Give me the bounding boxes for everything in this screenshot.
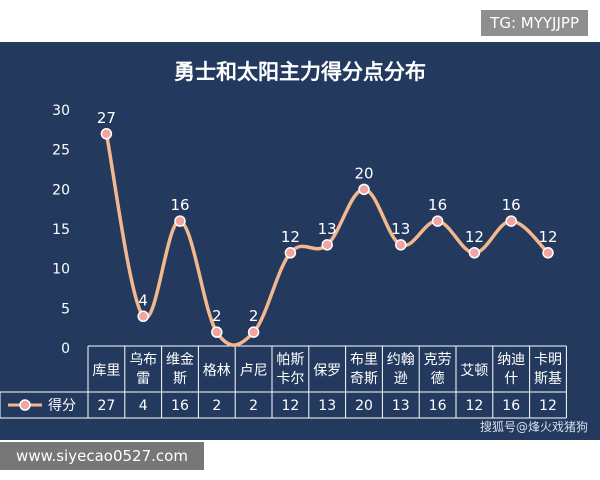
table-value: 12 [281, 398, 299, 414]
table-value: 12 [465, 398, 483, 414]
category-label: 约翰 [387, 352, 415, 368]
table-value: 4 [139, 398, 148, 414]
table-value: 16 [502, 398, 520, 414]
category-label: 库里 [92, 363, 120, 379]
category-label: 卢尼 [240, 363, 268, 379]
data-point [395, 239, 407, 251]
series-line [104, 132, 550, 347]
data-point [247, 326, 260, 338]
data-label: 16 [170, 196, 189, 214]
table-value: 2 [249, 398, 258, 414]
data-point [358, 183, 370, 196]
data-point [211, 326, 223, 338]
category-label: 逊 [394, 371, 408, 387]
category-label: 布里 [350, 352, 378, 368]
data-label: 12 [281, 228, 300, 246]
table-value: 12 [539, 398, 557, 414]
data-label: 27 [97, 109, 116, 127]
data-point [542, 247, 554, 259]
data-label: 4 [138, 291, 148, 309]
table-value: 27 [97, 398, 115, 414]
category-label: 帕斯 [276, 352, 304, 368]
data-label: 2 [249, 307, 259, 325]
data-point [174, 215, 186, 227]
category-label: 斯基 [534, 370, 562, 387]
data-point [321, 239, 333, 251]
category-label: 奇斯 [350, 370, 378, 387]
data-point [431, 215, 444, 227]
category-label: 格林 [203, 363, 231, 379]
legend-marker-icon [19, 399, 31, 411]
category-label: 卡尔 [276, 371, 304, 387]
category-label: 艾顿 [460, 363, 488, 379]
data-point [100, 128, 113, 140]
category-label: 斯 [173, 371, 187, 387]
table-value: 13 [318, 398, 336, 414]
category-label: 维金 [166, 352, 194, 368]
chart-title: 勇士和太阳主力得分点分布 [174, 60, 426, 84]
credit-watermark: 搜狐号@烽火戏猪狗 [479, 420, 588, 434]
data-label: 12 [465, 228, 484, 246]
table-value: 16 [429, 398, 447, 414]
tg-watermark: TG: MYYJJPP [481, 10, 588, 36]
data-point [137, 310, 149, 323]
category-label: 雷 [136, 371, 150, 387]
data-label: 13 [318, 220, 337, 238]
data-label: 13 [391, 220, 410, 238]
chart-panel: 勇士和太阳主力得分点分布 0 5 10 15 20 25 30 库里 乌布雷维金斯格林 卢尼 帕斯卡尔… [0, 42, 600, 440]
legend-series-name: 得分 [48, 397, 76, 414]
category-label: 克劳 [424, 352, 452, 368]
data-label: 12 [538, 228, 557, 246]
category-label: 乌布 [129, 352, 157, 368]
category-label: 什 [504, 371, 518, 387]
y-tick-label: 15 [52, 222, 70, 238]
table-value: 13 [392, 398, 410, 414]
category-label: 德 [431, 371, 445, 387]
y-tick-label: 10 [52, 262, 70, 278]
y-tick-label: 20 [52, 182, 70, 198]
data-label: 2 [212, 307, 222, 325]
table-value: 2 [212, 398, 221, 414]
category-label: 纳迪 [497, 352, 525, 368]
y-tick-label: 5 [61, 301, 70, 317]
data-label: 16 [502, 196, 521, 214]
site-watermark: www.siyecao0527.com [0, 442, 204, 470]
category-label: 保罗 [313, 363, 341, 379]
data-point [468, 247, 481, 259]
table-value: 16 [171, 398, 189, 414]
data-point [505, 215, 517, 227]
y-tick-label: 25 [52, 143, 70, 159]
y-tick-label: 30 [52, 103, 70, 119]
data-label: 16 [428, 196, 447, 214]
category-label: 卡明 [534, 352, 562, 368]
data-label: 20 [354, 164, 373, 182]
table-value: 20 [355, 398, 373, 414]
y-tick-label: 0 [61, 341, 70, 357]
data-point [284, 247, 297, 259]
